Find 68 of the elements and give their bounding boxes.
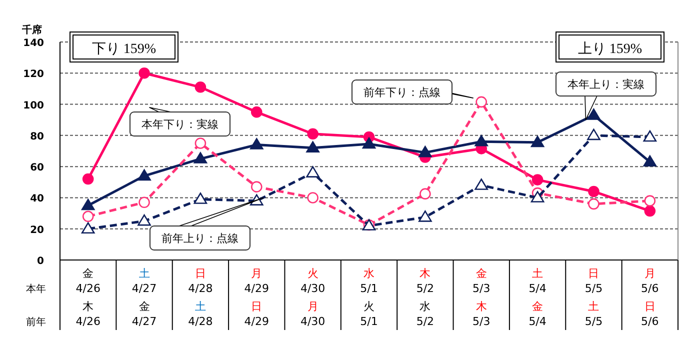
- x-tick-label: 金 4/26 木 4/26: [76, 267, 100, 328]
- x-tick-label: 月 5/6 日 5/6: [641, 267, 659, 328]
- callout: 本年下り：実線: [130, 107, 230, 136]
- y-tick-label: 140: [23, 38, 44, 49]
- point: [194, 138, 206, 149]
- series-label: 前年上り：点線: [162, 232, 238, 245]
- point: [643, 130, 657, 142]
- point: [588, 186, 600, 198]
- callout: 前年上り：点線: [150, 197, 264, 250]
- point: [644, 205, 656, 217]
- y-tick-label: 100: [23, 100, 44, 112]
- point: [250, 106, 262, 118]
- y-tick-label: 20: [30, 224, 44, 236]
- point: [644, 195, 656, 206]
- point: [530, 136, 544, 148]
- y-axis-title: 千席: [21, 24, 42, 36]
- point: [307, 192, 318, 204]
- text: 本年: [26, 283, 46, 295]
- x-tick-label: 日 5/5 土 5/5: [584, 267, 603, 328]
- x-tick-label: 木 5/2 水 5/2: [416, 267, 434, 328]
- point: [81, 222, 95, 234]
- x-tick-label: 金 5/3 木 5/3: [472, 267, 490, 328]
- point: [476, 96, 488, 108]
- point: [532, 174, 544, 186]
- point: [250, 194, 264, 206]
- point: [138, 67, 150, 79]
- point: [82, 210, 94, 222]
- point: [250, 181, 262, 192]
- x-tick-label: 日 4/28 土 4/28: [188, 267, 213, 328]
- series-label: 本年下り：実線: [142, 118, 218, 131]
- x-tick-label: 土 4/27 金 4/27: [132, 267, 157, 328]
- x-tick-label: 水 5/1 火 5/1: [360, 267, 378, 328]
- point: [362, 137, 376, 149]
- point: [138, 214, 151, 226]
- point: [194, 192, 208, 204]
- annotation: 上り 159%: [578, 41, 642, 57]
- point: [420, 188, 431, 200]
- callout: 前年下り：点線: [352, 80, 474, 104]
- point: [643, 155, 657, 167]
- callout: 本年上り：実線: [556, 72, 656, 120]
- point: [306, 141, 320, 153]
- x-tick-label: 土 5/4 金 5/4: [528, 267, 546, 328]
- point: [250, 138, 264, 150]
- x-tick-label: 月 4/29 日 4/29: [244, 267, 269, 328]
- point: [474, 135, 488, 146]
- point: [194, 82, 206, 93]
- y-tick-label: 120: [23, 69, 44, 80]
- point: [587, 108, 600, 120]
- point: [418, 210, 432, 222]
- point: [307, 128, 318, 140]
- annotation: 下り 159%: [92, 42, 156, 57]
- point: [138, 169, 151, 181]
- point: [306, 166, 320, 178]
- point: [418, 146, 432, 158]
- y-tick-label: 80: [30, 131, 44, 142]
- y-tick-label: 40: [30, 194, 44, 205]
- text: 前年: [26, 316, 46, 328]
- point: [587, 128, 600, 140]
- point: [138, 196, 150, 208]
- point: [194, 152, 208, 164]
- point: [474, 178, 488, 190]
- point: [81, 198, 95, 210]
- y-tick-label: 0: [37, 256, 44, 267]
- point: [588, 198, 600, 210]
- y-tick-label: 60: [30, 162, 44, 174]
- point: [82, 173, 94, 185]
- x-tick-label: 火 4/30 月 4/30: [300, 267, 326, 328]
- point: [530, 191, 544, 202]
